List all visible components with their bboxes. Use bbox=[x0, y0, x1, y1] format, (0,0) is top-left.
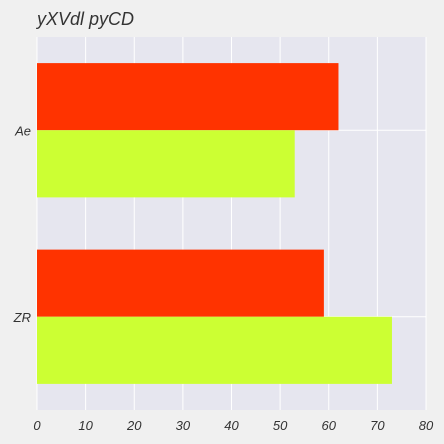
bar bbox=[37, 317, 392, 384]
x-tick-label: 0 bbox=[33, 418, 41, 433]
x-tick-label: 40 bbox=[224, 418, 239, 433]
bar bbox=[37, 63, 338, 130]
x-tick-label: 60 bbox=[322, 418, 337, 433]
x-tick-label: 30 bbox=[176, 418, 191, 433]
x-tick-label: 70 bbox=[370, 418, 385, 433]
x-tick-label: 10 bbox=[78, 418, 93, 433]
bar bbox=[37, 250, 324, 317]
x-tick-label: 80 bbox=[419, 418, 434, 433]
y-tick-label: ZR bbox=[13, 310, 31, 325]
x-tick-label: 20 bbox=[126, 418, 142, 433]
bar bbox=[37, 130, 295, 197]
y-tick-label: Ae bbox=[14, 123, 31, 138]
x-tick-label: 50 bbox=[273, 418, 288, 433]
